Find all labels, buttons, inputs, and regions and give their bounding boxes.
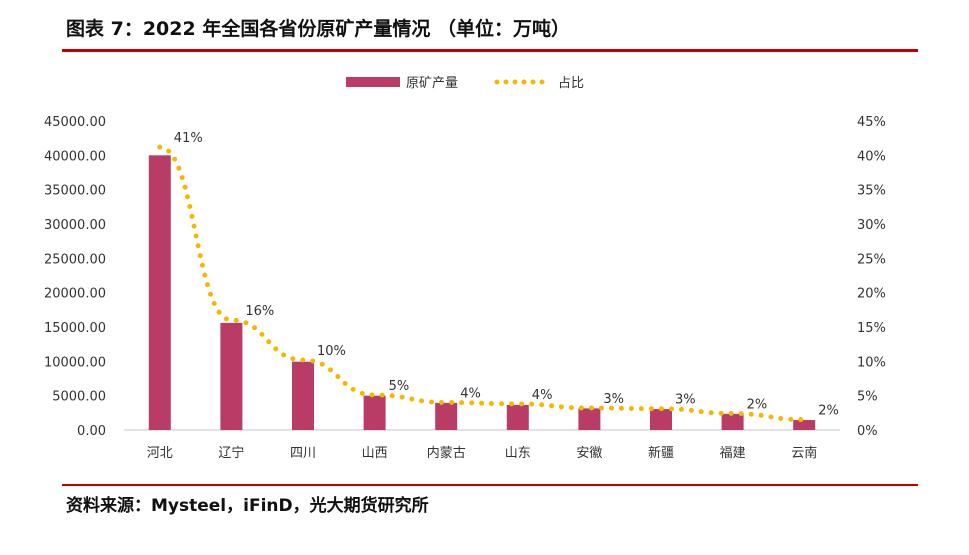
top-rule — [62, 49, 918, 52]
data-label: 3% — [603, 392, 624, 407]
data-label: 16% — [245, 304, 274, 319]
x-tick-label: 辽宁 — [218, 445, 244, 461]
bar-新疆 — [650, 409, 672, 430]
y-tick-label: 25000.00 — [44, 252, 106, 267]
data-label: 2% — [747, 398, 768, 413]
source-note: 资料来源：Mysteel，iFinD，光大期货研究所 — [66, 496, 429, 516]
y-tick-label: 20000.00 — [44, 287, 106, 302]
x-tick-label: 新疆 — [648, 445, 674, 461]
legend-bar-swatch — [346, 77, 400, 87]
y-tick-label: 45000.00 — [44, 115, 106, 130]
share-line — [157, 144, 807, 423]
x-tick-label: 山西 — [362, 446, 388, 461]
y2-tick-label: 15% — [857, 321, 886, 336]
bar-福建 — [721, 413, 744, 430]
data-label: 41% — [174, 131, 203, 146]
data-label: 10% — [317, 344, 346, 359]
y2-tick-label: 25% — [857, 252, 886, 267]
bar-山东 — [506, 404, 529, 430]
bar-内蒙古 — [435, 402, 458, 430]
legend-bar-label: 原矿产量 — [406, 76, 458, 91]
y2-tick-label: 35% — [857, 184, 886, 199]
bar-四川 — [292, 361, 314, 430]
x-tick-label: 福建 — [720, 446, 746, 461]
y-tick-label: 30000.00 — [44, 218, 106, 233]
y-tick-label: 5000.00 — [52, 390, 106, 405]
x-tick-label: 云南 — [791, 445, 817, 461]
y-tick-label: 10000.00 — [44, 355, 106, 370]
x-tick-label: 四川 — [290, 446, 316, 461]
y2-tick-label: 40% — [857, 149, 886, 164]
y2-tick-label: 20% — [857, 287, 886, 302]
y-tick-label: 35000.00 — [44, 184, 106, 199]
y-tick-label: 0.00 — [77, 424, 106, 439]
data-label: 5% — [389, 379, 410, 394]
data-label: 2% — [818, 404, 839, 419]
chart-title: 图表 7：2022 年全国各省份原矿产量情况 （单位：万吨） — [66, 18, 570, 40]
bar-山西 — [363, 395, 386, 430]
y-tick-label: 40000.00 — [44, 149, 106, 164]
bar-安徽 — [578, 408, 601, 430]
bottom-rule — [62, 484, 918, 486]
bar-云南 — [793, 420, 816, 430]
x-tick-label: 安徽 — [576, 446, 602, 461]
bar-河北 — [148, 155, 171, 431]
y-tick-label: 15000.00 — [44, 321, 106, 336]
bar-辽宁 — [220, 322, 243, 430]
legend-line-label: 占比 — [558, 76, 584, 91]
data-label: 4% — [532, 388, 553, 403]
y2-tick-label: 45% — [857, 115, 886, 130]
data-label: 4% — [460, 387, 481, 402]
y2-tick-label: 10% — [857, 355, 886, 370]
y2-tick-label: 5% — [857, 390, 878, 405]
x-tick-label: 河北 — [147, 446, 173, 461]
x-tick-label: 山东 — [505, 446, 531, 461]
x-tick-label: 内蒙古 — [427, 445, 466, 461]
y2-tick-label: 0% — [857, 424, 878, 439]
data-label: 3% — [675, 393, 696, 408]
y2-tick-label: 30% — [857, 218, 886, 233]
